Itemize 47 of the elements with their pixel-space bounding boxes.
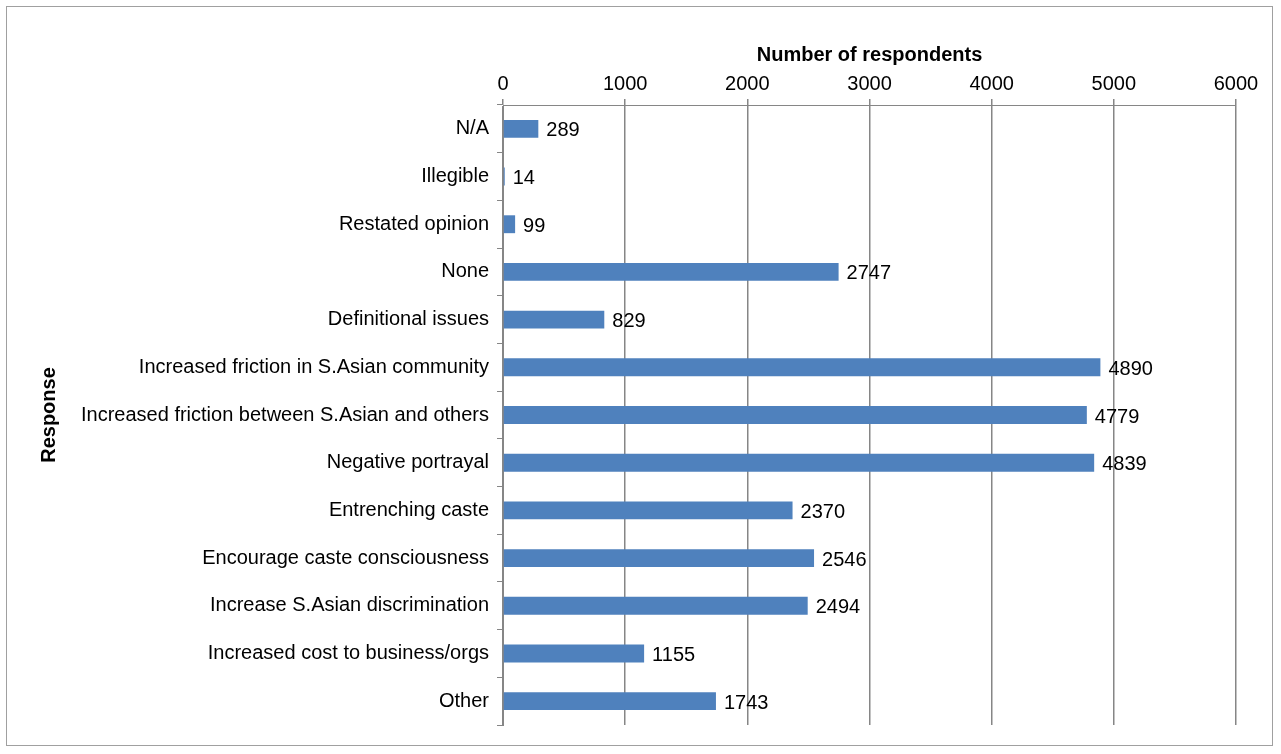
bar (503, 644, 645, 663)
y-tick-label: Negative portrayal (326, 450, 490, 473)
bar (503, 692, 716, 711)
y-tick-label: Increased friction in S.Asian community (138, 354, 490, 377)
y-tick-label: N/A (455, 116, 490, 139)
y-tick-label: Increased cost to business/orgs (207, 640, 490, 663)
y-tick-label: Increase S.Asian discrimination (210, 593, 490, 616)
y-tick-label: Illegible (421, 164, 490, 187)
bar (503, 119, 539, 138)
data-label: 4779 (1094, 404, 1140, 427)
y-tick-label: None (441, 259, 490, 282)
data-label: 829 (612, 309, 646, 332)
bar (503, 358, 1101, 377)
bar (503, 215, 516, 234)
data-label: 2494 (815, 595, 861, 618)
x-tick-label: 6000 (1213, 71, 1259, 94)
x-tick-label: 1000 (602, 71, 648, 94)
y-tick-label: Other (438, 688, 490, 711)
x-tick-label: 5000 (1091, 71, 1137, 94)
data-label: 1743 (723, 690, 769, 713)
x-axis-title: Number of respondents (756, 42, 983, 65)
data-label: 1155 (652, 642, 696, 665)
x-tick-label: 2000 (725, 71, 770, 94)
data-label: 14 (512, 166, 535, 189)
bar (503, 262, 839, 281)
bar (503, 406, 1087, 424)
data-label: 289 (546, 118, 580, 141)
bar (503, 453, 1095, 472)
y-tick-label: Entrenching caste (328, 497, 490, 520)
y-tick-label: Increased friction between S.Asian and others (80, 402, 490, 425)
x-tick-label: 3000 (847, 71, 892, 94)
y-axis-title: Response (36, 367, 59, 463)
bar (503, 501, 793, 520)
data-label: 2370 (800, 499, 846, 522)
bar (503, 310, 605, 329)
y-tick-label: Encourage caste consciousness (202, 545, 490, 568)
data-label: 2747 (846, 261, 892, 284)
bar (503, 596, 808, 615)
data-label: 4839 (1102, 452, 1147, 475)
x-tick-label: 0 (497, 71, 509, 94)
y-tick-label: Restated opinion (338, 211, 490, 234)
bar (503, 549, 815, 568)
y-tick-label: Definitional issues (327, 307, 490, 330)
data-label: 4890 (1108, 356, 1153, 379)
x-tick-label: 4000 (969, 71, 1014, 94)
data-label: 99 (523, 213, 546, 236)
data-label: 2546 (822, 547, 867, 570)
